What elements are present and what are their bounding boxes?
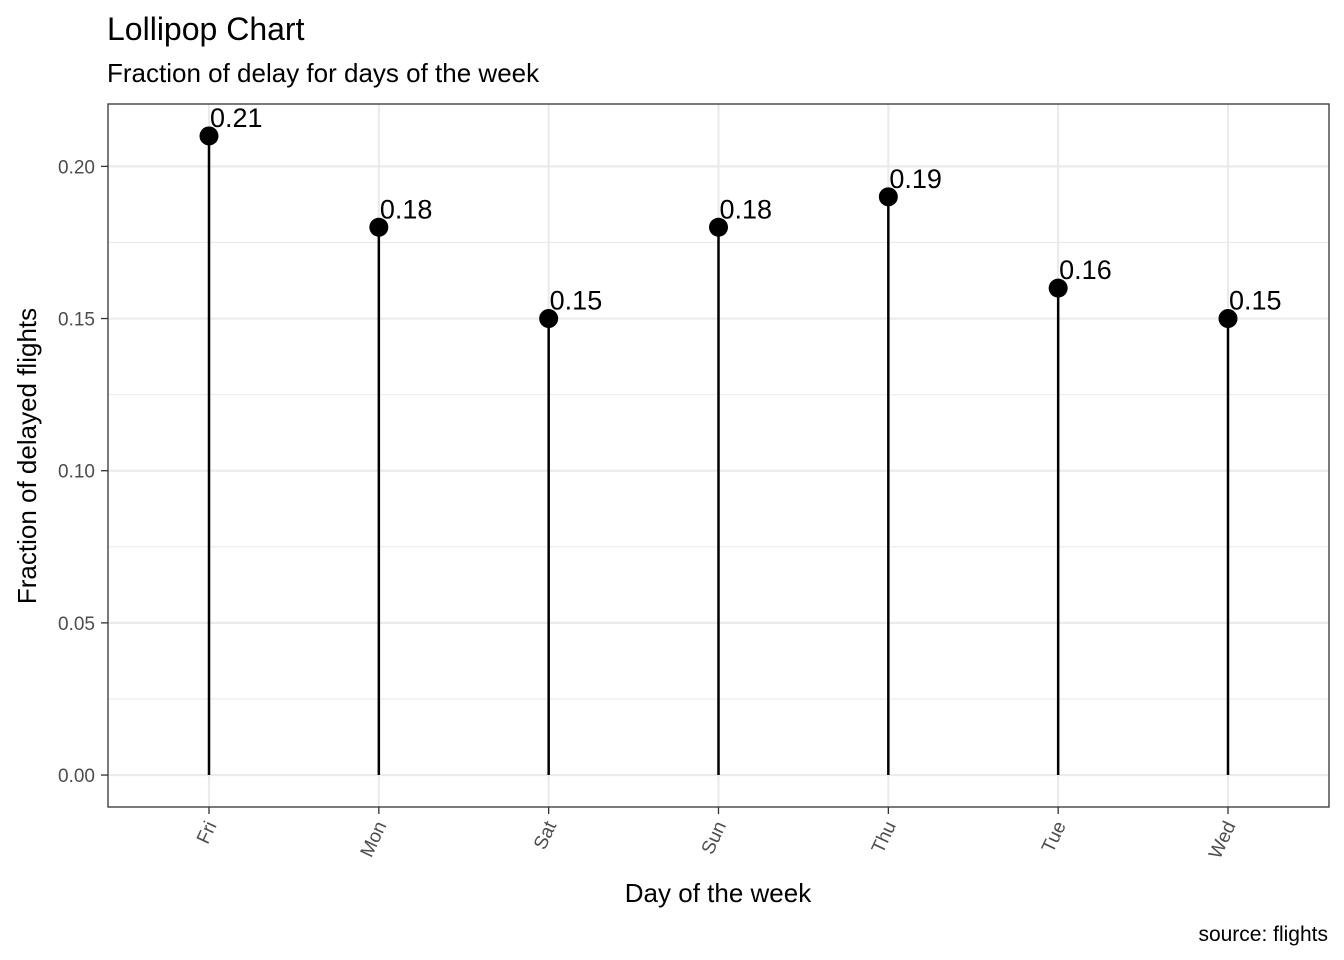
point-thu — [878, 187, 898, 207]
data-label-thu: 0.19 — [889, 164, 942, 194]
y-tick-label: 0.15 — [58, 310, 95, 331]
chart-caption: source: flights — [1198, 923, 1328, 946]
data-label-wed: 0.15 — [1229, 286, 1282, 316]
data-label-tue: 0.16 — [1059, 255, 1112, 285]
point-sat — [539, 309, 559, 329]
y-tick-label: 0.00 — [58, 766, 95, 787]
data-labels: 0.21 0.18 0.15 0.18 0.19 0.16 0.15 — [210, 103, 1282, 316]
point-sun — [709, 217, 728, 237]
y-tick-label: 0.20 — [58, 157, 95, 178]
y-axis: 0.00 0.05 0.10 0.15 0.20 — [58, 157, 108, 787]
chart-subtitle: Fraction of delay for days of the week — [107, 58, 540, 88]
data-label-mon: 0.18 — [380, 194, 433, 224]
y-tick-label: 0.10 — [58, 462, 95, 483]
chart-title: Lollipop Chart — [107, 11, 305, 47]
data-label-sat: 0.15 — [550, 286, 603, 316]
lollipop-stems — [207, 135, 1230, 776]
data-label-fri: 0.21 — [210, 103, 263, 133]
x-axis-title: Day of the week — [625, 878, 812, 908]
data-label-sun: 0.18 — [720, 194, 773, 224]
point-mon — [369, 217, 389, 237]
point-tue — [1048, 278, 1068, 298]
point-wed — [1218, 309, 1238, 329]
y-axis-title: Fraction of delayed flights — [12, 308, 42, 604]
lollipop-points — [199, 126, 1238, 329]
y-tick-label: 0.05 — [58, 614, 95, 635]
point-fri — [199, 126, 219, 146]
